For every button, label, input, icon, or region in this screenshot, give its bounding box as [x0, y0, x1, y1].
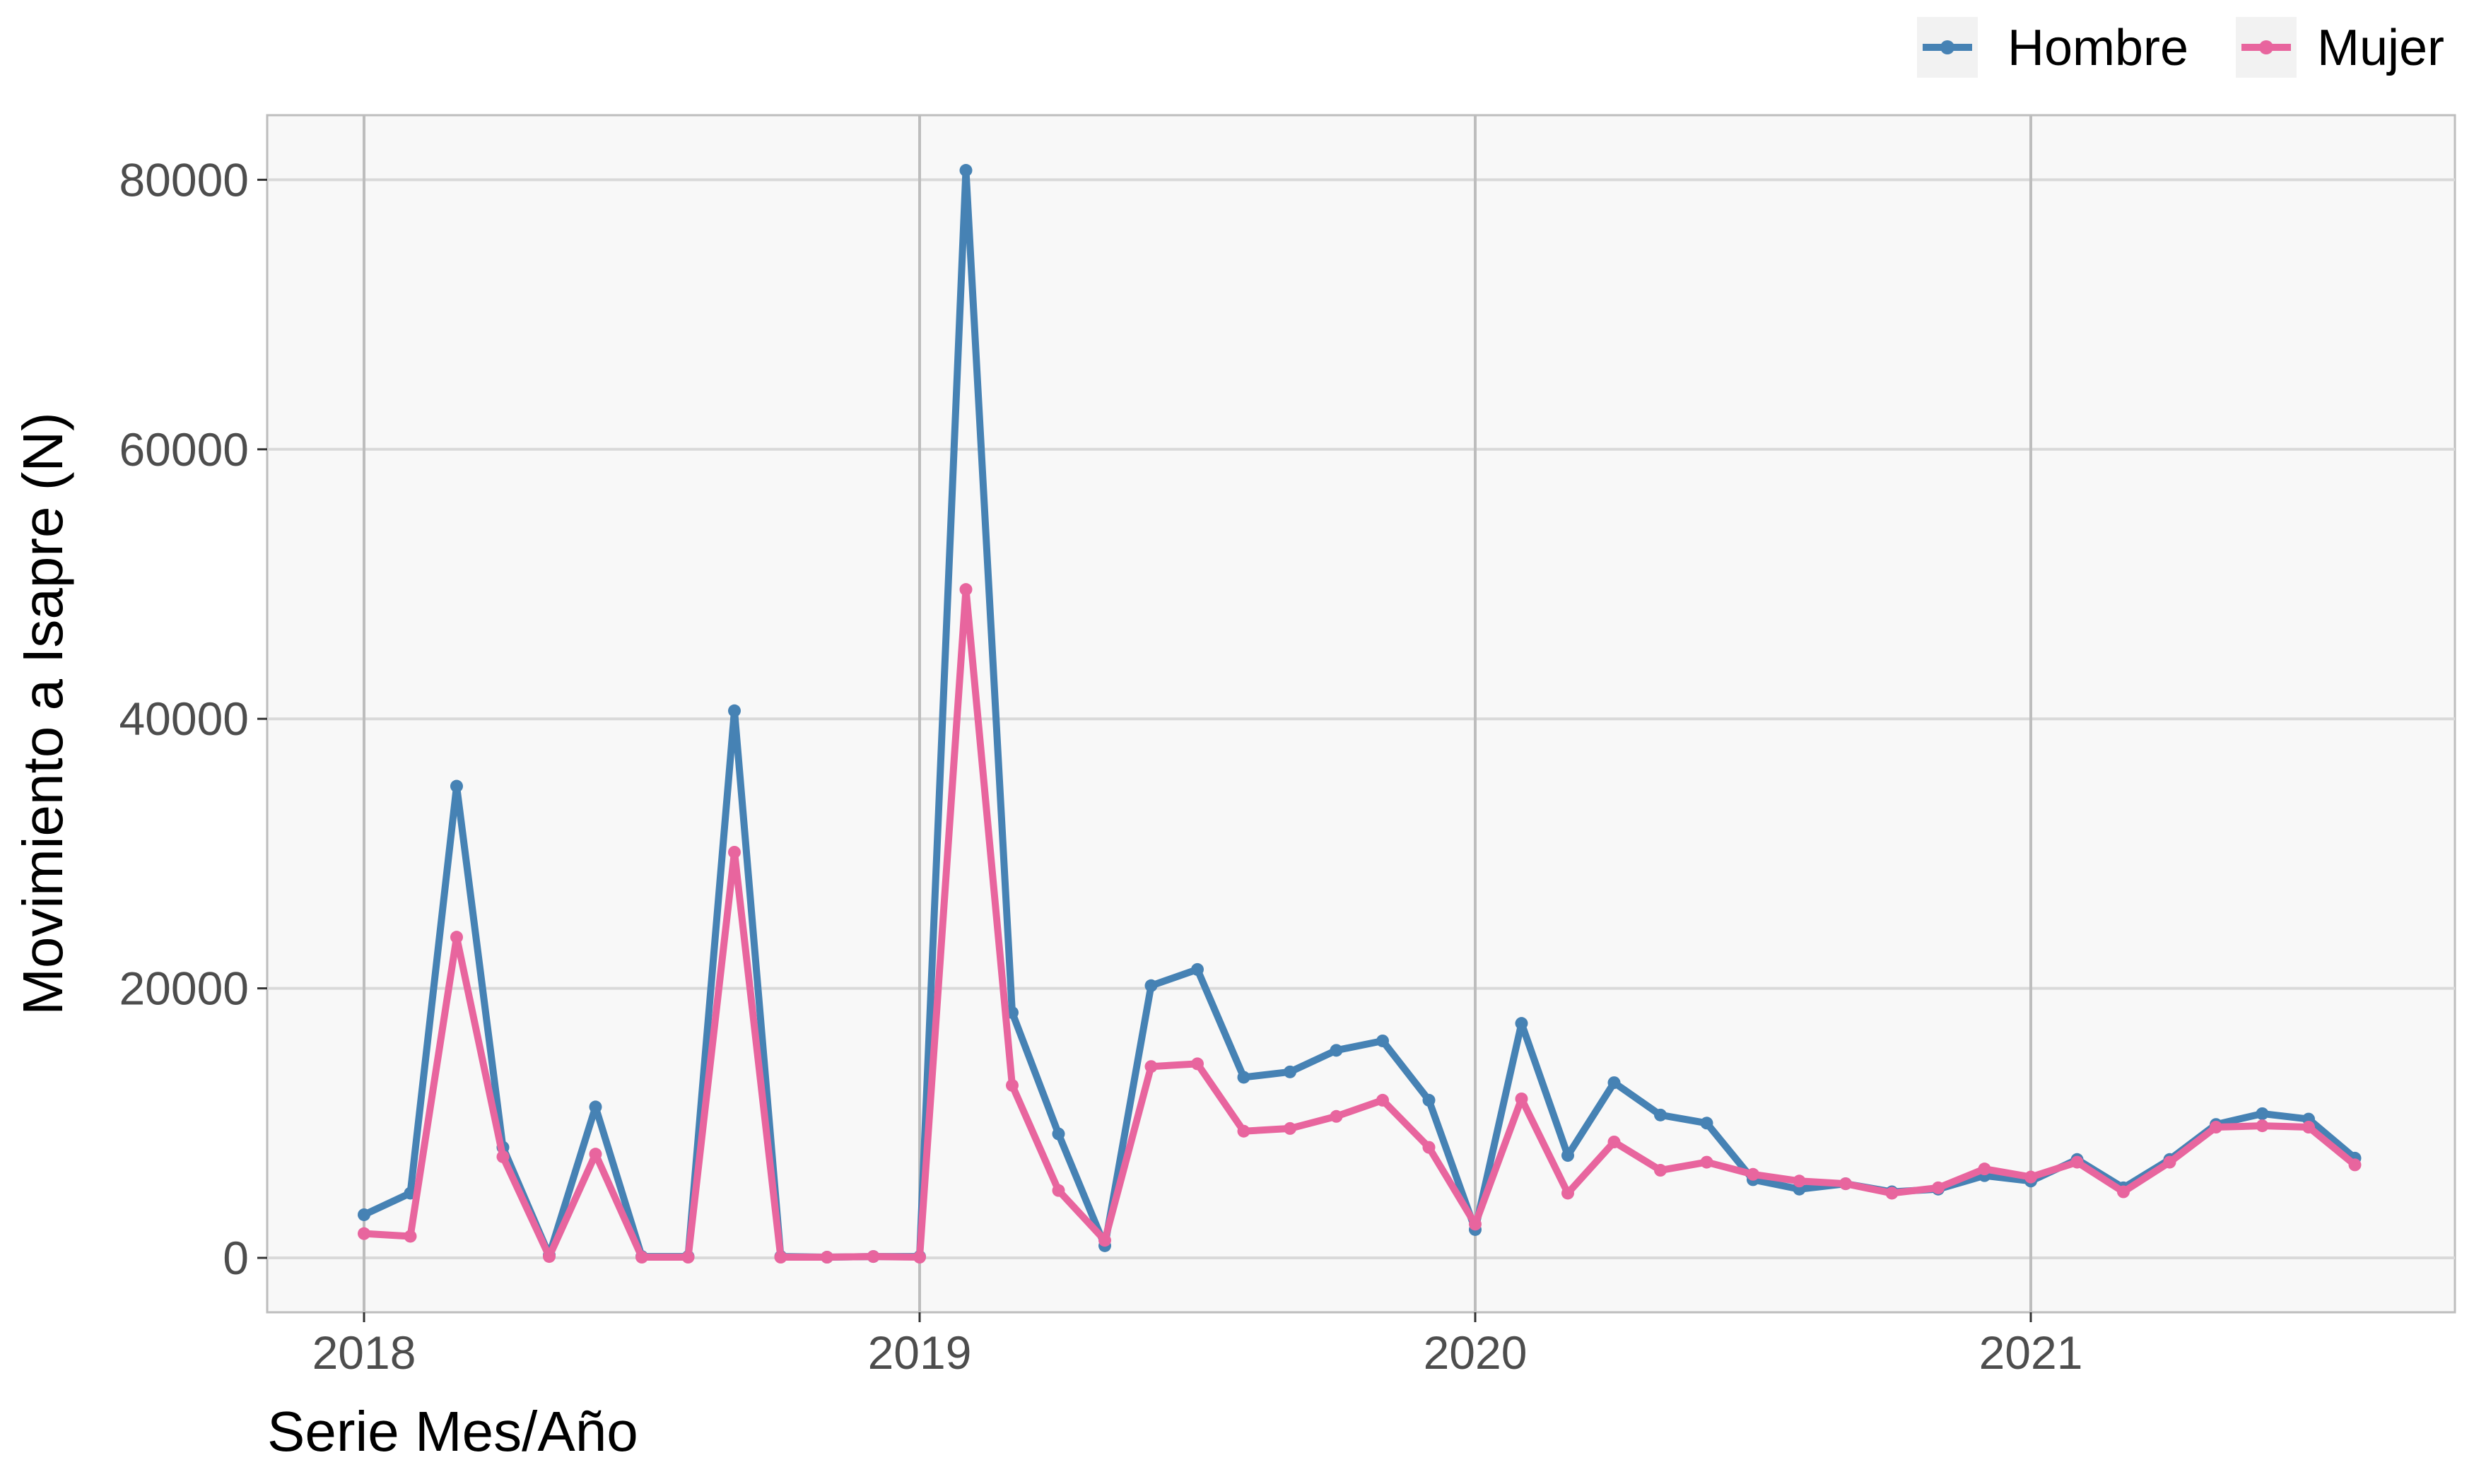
data-point-mujer: [728, 845, 741, 859]
data-point-mujer: [1932, 1181, 1945, 1194]
data-point-mujer: [1885, 1186, 1899, 1200]
data-point-hombre: [1144, 979, 1158, 992]
data-point-mujer: [1144, 1060, 1158, 1073]
data-point-hombre: [450, 779, 463, 793]
data-point-mujer: [1284, 1121, 1296, 1135]
data-point-mujer: [1654, 1164, 1667, 1177]
legend-key-point-hombre: [1940, 40, 1954, 54]
data-point-hombre: [1515, 1017, 1528, 1030]
data-point-mujer: [1978, 1162, 1991, 1176]
data-point-hombre: [1700, 1117, 1713, 1130]
data-point-mujer: [1330, 1109, 1343, 1123]
legend: Hombre Mujer: [1917, 17, 2444, 78]
data-point-mujer: [1747, 1167, 1759, 1181]
data-point-mujer: [1422, 1141, 1436, 1154]
y-tick-label: 40000: [119, 693, 249, 745]
data-point-hombre: [1654, 1108, 1667, 1121]
y-tick-label: 0: [223, 1232, 249, 1284]
data-point-mujer: [2256, 1119, 2269, 1133]
series-layer: [358, 164, 2362, 1264]
data-point-hombre: [1607, 1076, 1621, 1090]
data-point-mujer: [1237, 1124, 1250, 1138]
y-tick-label: 20000: [119, 962, 249, 1015]
data-point-mujer: [681, 1251, 695, 1264]
series-line-mujer: [360, 586, 2359, 1261]
y-axis-title: Movimiento a Isapre (N): [11, 412, 74, 1015]
data-point-mujer: [2302, 1121, 2315, 1134]
data-point-mujer: [1098, 1234, 1111, 1247]
data-point-mujer: [635, 1251, 648, 1264]
data-point-mujer: [358, 1227, 370, 1240]
data-point-mujer: [959, 583, 973, 596]
data-point-mujer: [404, 1230, 417, 1243]
data-point-mujer: [2070, 1155, 2084, 1169]
grid-major: [267, 115, 2455, 1312]
legend-key-point-mujer: [2259, 40, 2273, 54]
x-axis-title: Serie Mes/Año: [267, 1400, 638, 1463]
data-point-hombre: [1330, 1044, 1343, 1057]
data-point-mujer: [496, 1150, 510, 1163]
y-axis-ticks: 0 20000 40000 60000 80000: [119, 153, 267, 1284]
data-point-mujer: [2163, 1155, 2176, 1169]
data-point-mujer: [913, 1251, 926, 1264]
data-point-hombre: [728, 704, 741, 717]
legend-label-hombre: Hombre: [2007, 20, 2188, 76]
x-axis-ticks: 2018 2019 2020 2021: [312, 1312, 2083, 1379]
x-tick-label: 2020: [1424, 1326, 1528, 1379]
data-point-mujer: [2210, 1121, 2222, 1134]
data-point-mujer: [1052, 1184, 1065, 1197]
data-point-mujer: [1006, 1078, 1019, 1092]
data-point-hombre: [1376, 1034, 1389, 1047]
plot-panel: [266, 114, 2456, 1314]
data-point-mujer: [1376, 1093, 1389, 1107]
data-point-hombre: [1284, 1065, 1296, 1078]
x-tick-label: 2019: [868, 1326, 972, 1379]
data-point-mujer: [1839, 1177, 1852, 1191]
x-tick-label: 2021: [1979, 1326, 2083, 1379]
legend-label-mujer: Mujer: [2317, 20, 2444, 76]
data-point-hombre: [1237, 1071, 1250, 1084]
data-point-mujer: [2348, 1158, 2362, 1172]
data-point-mujer: [2117, 1185, 2130, 1199]
x-tick-label: 2018: [312, 1326, 416, 1379]
data-point-hombre: [358, 1208, 370, 1221]
data-point-mujer: [1191, 1057, 1204, 1071]
data-point-mujer: [1561, 1186, 1574, 1200]
data-point-hombre: [1422, 1093, 1436, 1107]
data-point-mujer: [867, 1250, 880, 1264]
data-point-mujer: [450, 931, 463, 944]
data-point-mujer: [589, 1148, 602, 1161]
data-point-mujer: [821, 1251, 833, 1264]
data-point-hombre: [1561, 1149, 1574, 1162]
data-point-mujer: [1515, 1092, 1528, 1105]
data-point-mujer: [1469, 1218, 1482, 1231]
data-point-hombre: [1191, 962, 1204, 976]
data-point-hombre: [1052, 1127, 1065, 1141]
data-point-hombre: [959, 164, 973, 177]
data-point-mujer: [2024, 1170, 2037, 1184]
data-point-mujer: [543, 1250, 556, 1264]
data-point-mujer: [1700, 1155, 1713, 1169]
data-point-mujer: [1607, 1135, 1621, 1148]
data-point-mujer: [774, 1251, 787, 1264]
y-tick-label: 80000: [119, 153, 249, 206]
data-point-mujer: [1793, 1174, 1806, 1188]
y-tick-label: 60000: [119, 423, 249, 476]
data-point-hombre: [2256, 1107, 2269, 1120]
data-point-hombre: [589, 1100, 602, 1114]
